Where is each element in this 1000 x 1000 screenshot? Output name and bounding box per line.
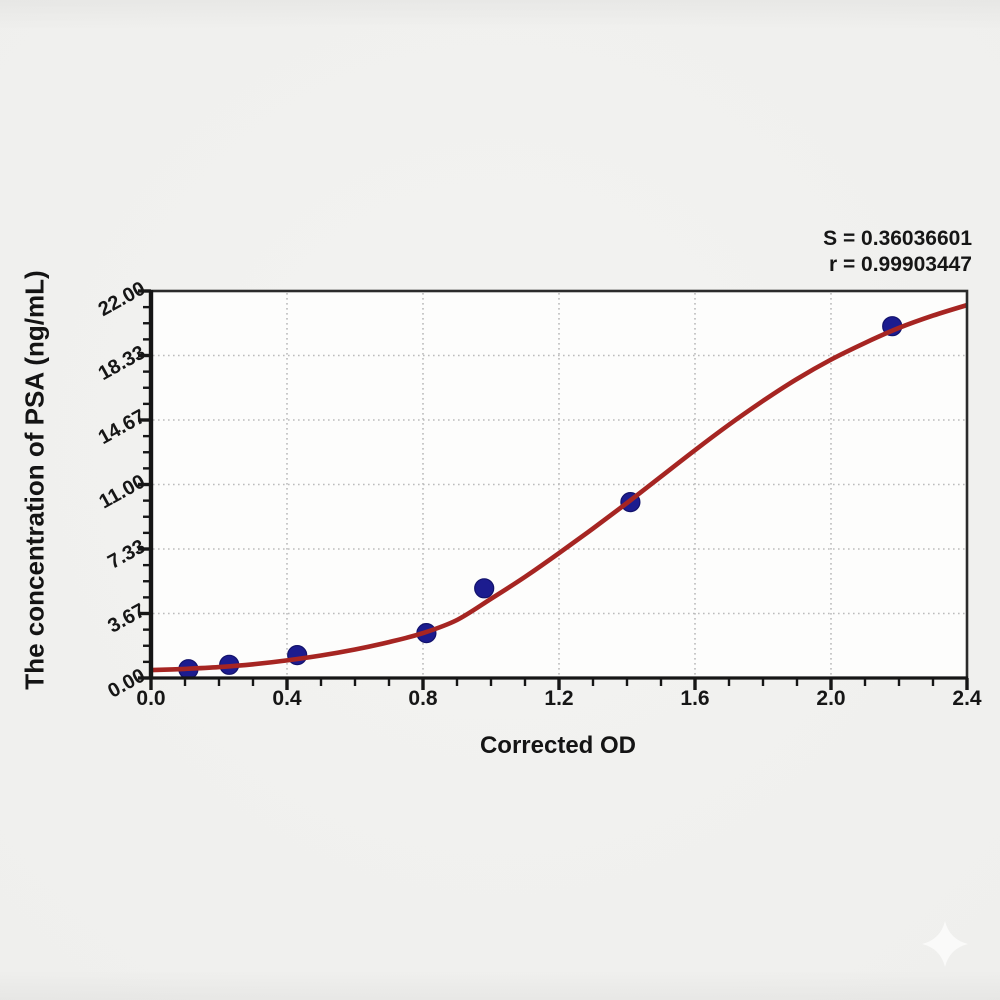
x-tick-label: 0.4: [272, 687, 302, 710]
x-tick-label: 0.0: [136, 687, 166, 710]
y-tick: 22.00: [94, 275, 149, 321]
x-tick-label: 1.6: [680, 687, 710, 710]
watermark-star-icon: [922, 921, 968, 967]
data-point: [474, 578, 495, 599]
x-tick-label: 0.8: [408, 687, 438, 710]
fit-curve-line: [151, 302, 967, 673]
y-tick: 18.33: [94, 340, 149, 385]
x-tick-label: 1.2: [544, 687, 574, 710]
fit-statistics: S = 0.36036601 r = 0.99903447: [823, 226, 972, 278]
fit-s-value: S = 0.36036601: [823, 227, 972, 250]
y-tick: 7.33: [104, 533, 149, 573]
y-tick: 3.67: [104, 597, 149, 637]
x-tick-label: 2.4: [952, 687, 982, 710]
y-tick: 14.67: [94, 404, 149, 450]
fit-r-value: r = 0.99903447: [828, 253, 972, 276]
x-axis-title: Corrected OD: [479, 732, 637, 759]
y-tick: 0.00: [104, 662, 149, 702]
x-tick-label: 2.0: [816, 687, 846, 710]
y-tick: 11.00: [95, 469, 149, 513]
